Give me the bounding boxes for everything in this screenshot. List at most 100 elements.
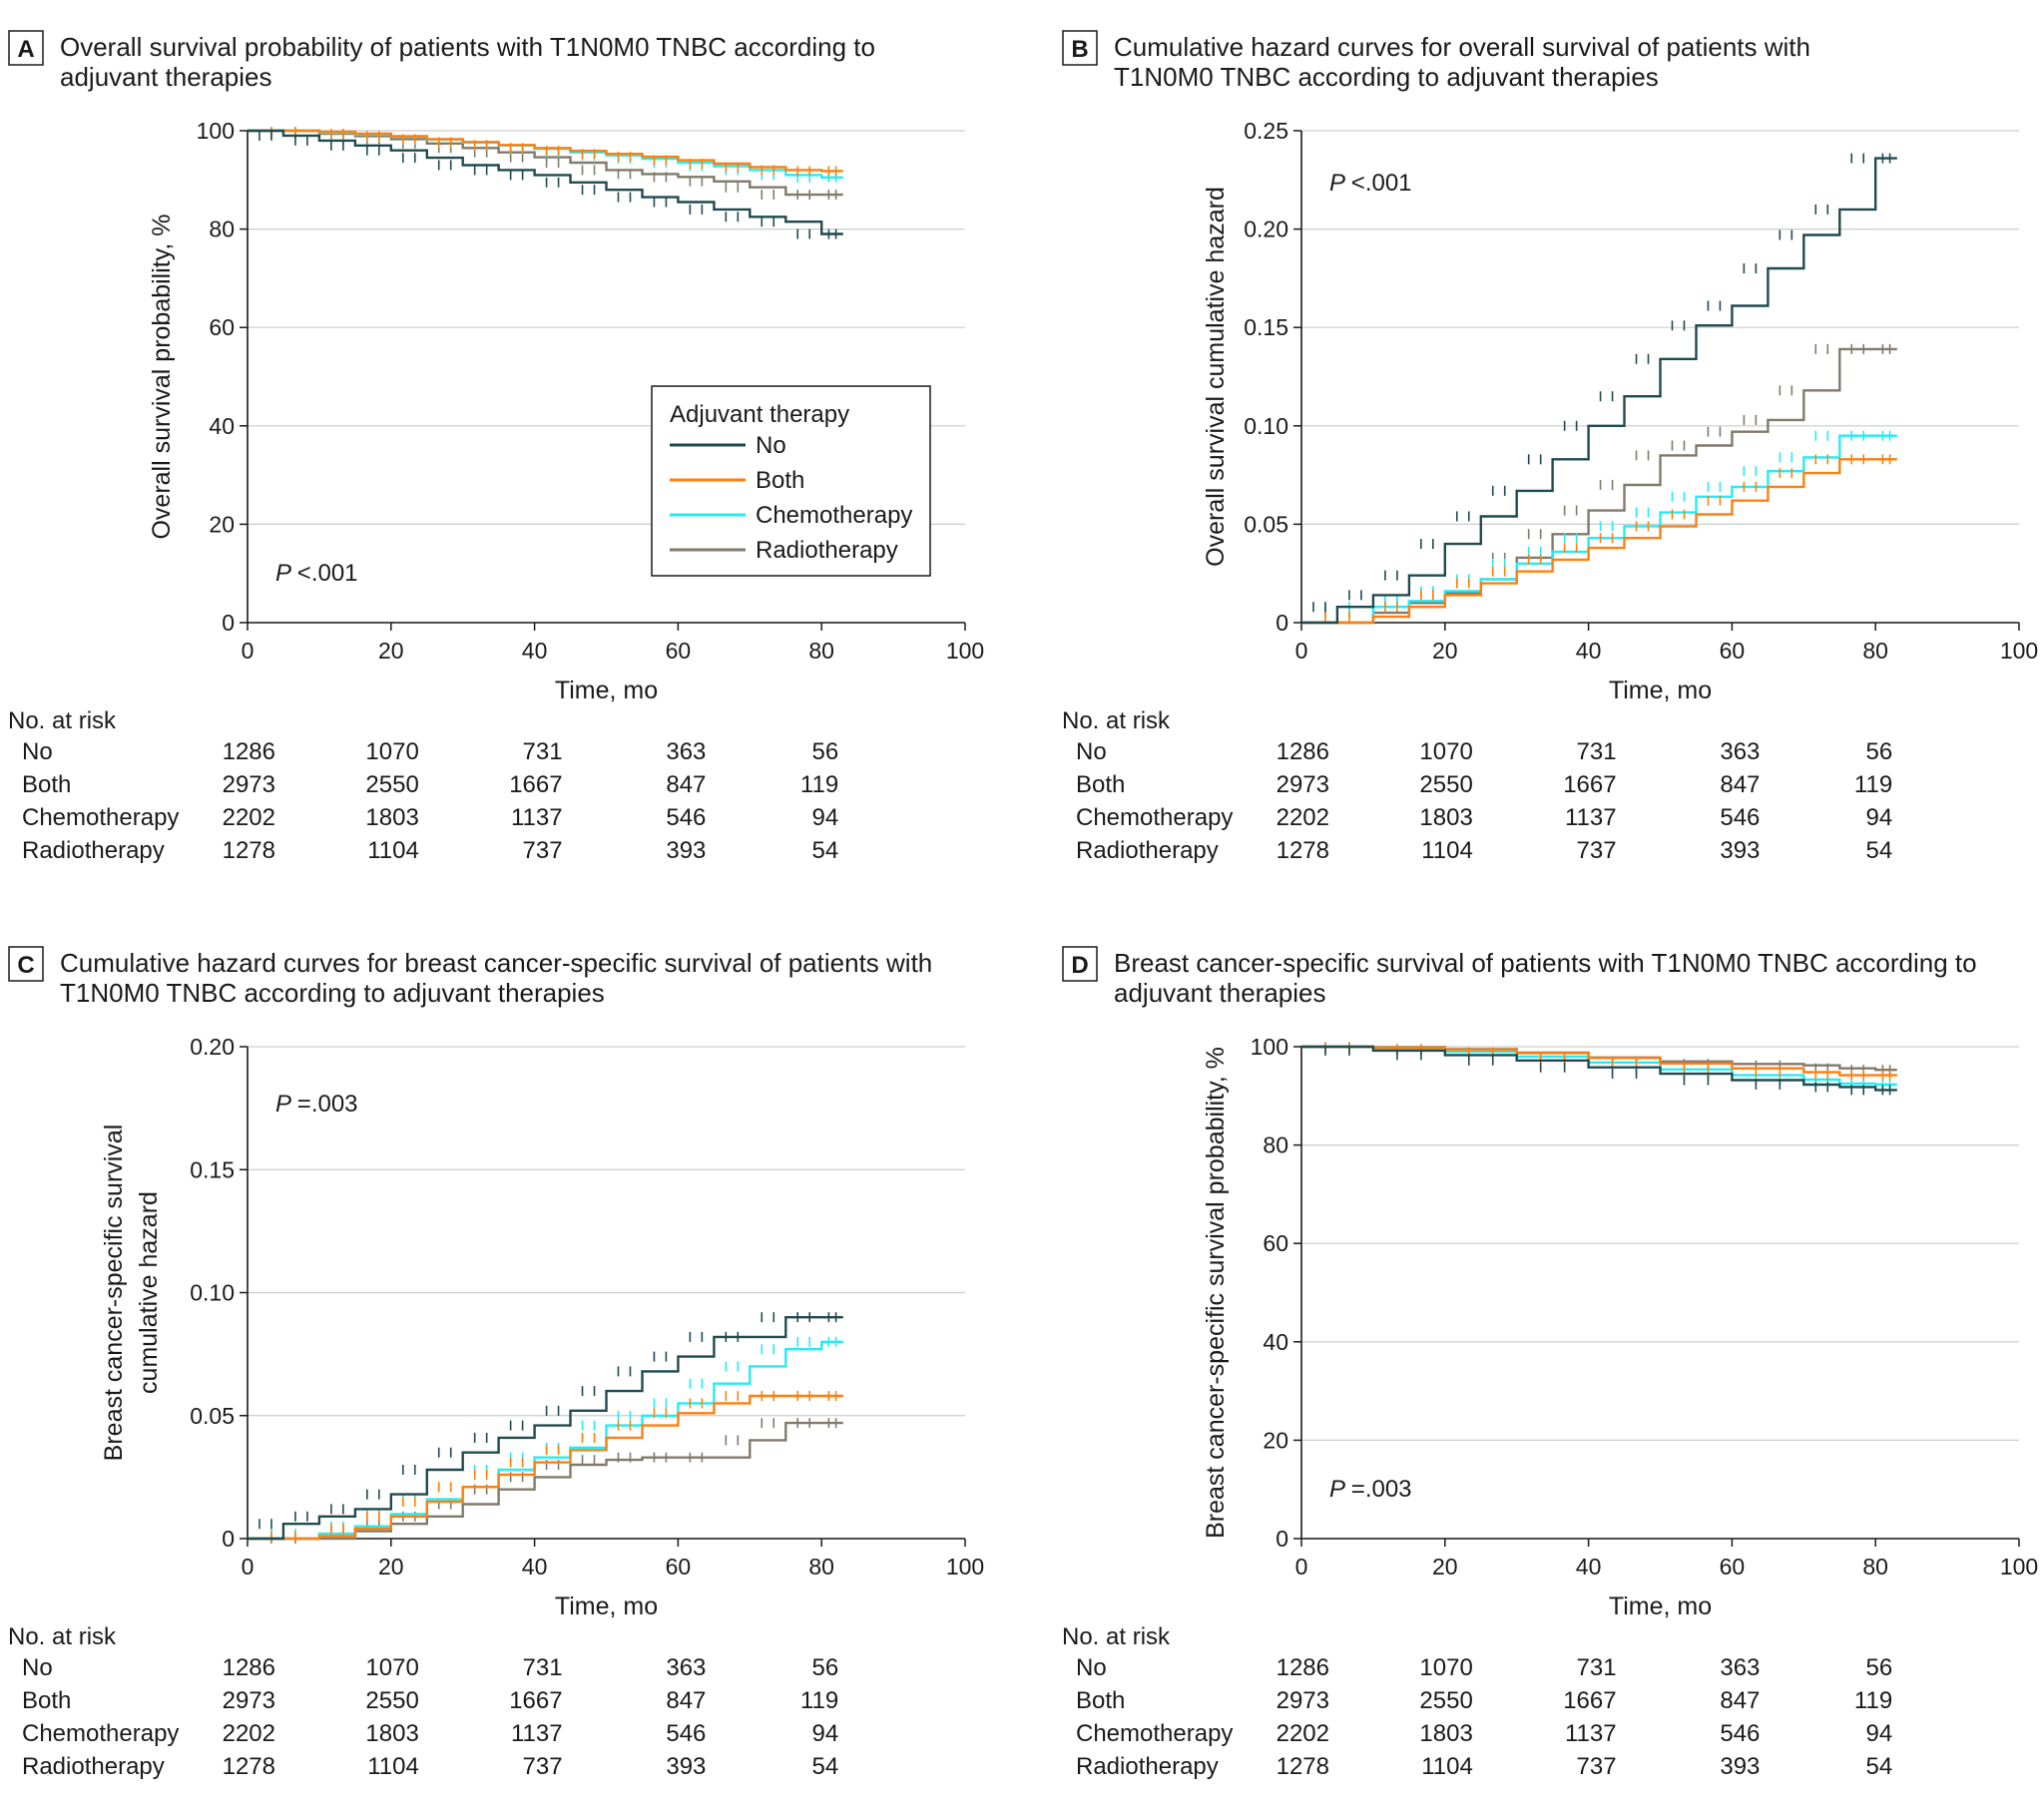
legend-title: Adjuvant therapy [670, 401, 849, 428]
panel-title-line: T1N0M0 TNBC according to adjuvant therap… [1114, 62, 1659, 92]
risk-row-label: Chemotherapy [22, 1720, 179, 1747]
p-label: P [275, 1091, 297, 1118]
risk-cell: 546 [1720, 804, 1760, 831]
risk-cell: 731 [1577, 1654, 1617, 1681]
y-tick-label: 0.25 [1244, 118, 1288, 144]
risk-cell: 94 [1865, 804, 1892, 831]
risk-cell: 363 [1720, 1654, 1760, 1681]
series-line-both [248, 1394, 843, 1541]
risk-cell: 393 [666, 1753, 706, 1780]
risk-cell: 1278 [1277, 1753, 1329, 1780]
x-axis-label: Time, mo [555, 1592, 658, 1620]
censor-marks-both [1324, 454, 1891, 623]
risk-cell: 1286 [223, 738, 275, 765]
risk-row-label: Both [1076, 771, 1125, 798]
p-value-annotation: P =.003 [275, 1091, 358, 1118]
risk-cell: 1667 [509, 771, 562, 798]
risk-cell: 2202 [1277, 1720, 1329, 1747]
x-tick-label: 60 [1720, 1554, 1746, 1580]
panel-c: C Cumulative hazard curves for breast can… [8, 946, 984, 1780]
series-line-no [248, 129, 843, 235]
risk-cell: 363 [666, 1654, 706, 1681]
risk-table-title: No. at risk [8, 707, 117, 734]
p-label: P [1329, 170, 1351, 197]
risk-cell: 1667 [509, 1687, 562, 1714]
risk-cell: 56 [1865, 738, 1892, 765]
panel-letter: A [17, 36, 34, 63]
p-value-annotation: P <.001 [1329, 170, 1412, 197]
risk-table-title: No. at risk [1062, 1623, 1171, 1650]
risk-cell: 1286 [1277, 1654, 1329, 1681]
risk-cell: 737 [1577, 1753, 1617, 1780]
legend-item-label: No [756, 432, 786, 459]
y-tick-label: 0.15 [1244, 314, 1288, 340]
y-tick-label: 0.05 [1244, 511, 1288, 537]
risk-cell: 737 [1577, 837, 1617, 864]
y-tick-label: 0 [1276, 610, 1288, 636]
risk-cell: 847 [666, 1687, 706, 1714]
series-line-both [1301, 458, 1897, 625]
y-tick-label: 60 [209, 314, 235, 340]
risk-cell: 2202 [223, 1720, 275, 1747]
y-tick-label: 0 [222, 1526, 235, 1552]
risk-cell: 2973 [1277, 1687, 1329, 1714]
risk-row-label: Radiotherapy [22, 1753, 165, 1780]
risk-cell: 1104 [367, 837, 419, 864]
series-line-radiotherapy [1301, 347, 1897, 625]
x-tick-label: 0 [1295, 1554, 1308, 1580]
risk-cell: 1803 [1419, 804, 1472, 831]
y-axis-label: Overall survival probability, % [148, 214, 176, 539]
risk-cell: 731 [523, 1654, 563, 1681]
risk-cell: 1278 [223, 1753, 275, 1780]
risk-table: No. at risk No 1286 1070 731 363 56 Both 2973 255… [8, 1623, 838, 1780]
y-tick-label: 0.20 [190, 1034, 235, 1060]
legend: Adjuvant therapy No Both Chemotherapy Radiot… [651, 385, 931, 577]
risk-table: No. at risk No 1286 1070 731 363 56 Both 2973 255… [1062, 707, 1892, 864]
legend-item-label: Chemotherapy [756, 502, 912, 529]
x-axis-label: Time, mo [1609, 677, 1712, 704]
y-tick-label: 0 [222, 610, 235, 636]
risk-cell: 1803 [365, 1720, 418, 1747]
risk-row-label: Both [1076, 1687, 1125, 1714]
p-value: =.003 [297, 1091, 358, 1118]
risk-table: No. at risk No 1286 1070 731 363 56 Both 2973 255… [1062, 1623, 1892, 1780]
risk-row-label: Radiotherapy [1076, 1753, 1219, 1780]
risk-cell: 393 [1720, 1753, 1760, 1780]
risk-cell: 56 [1865, 1654, 1892, 1681]
risk-table-title: No. at risk [8, 1623, 117, 1650]
panel-d: D Breast cancer-specific survival of pati… [1062, 946, 2038, 1780]
p-label: P [275, 560, 297, 587]
p-value-annotation: P <.001 [275, 560, 358, 587]
x-tick-label: 60 [666, 1554, 692, 1580]
risk-cell: 1278 [1277, 837, 1329, 864]
y-tick-label: 60 [1263, 1230, 1288, 1256]
risk-cell: 1104 [367, 1753, 419, 1780]
legend-item-label: Both [756, 467, 804, 494]
x-tick-label: 100 [946, 1554, 984, 1580]
y-tick-label: 0.10 [190, 1280, 235, 1306]
series-line-radiotherapy [248, 1421, 843, 1541]
p-value-annotation: P =.003 [1329, 1476, 1412, 1503]
risk-cell: 2202 [1277, 804, 1329, 831]
risk-cell: 1286 [223, 1654, 275, 1681]
risk-cell: 1137 [1565, 1720, 1617, 1747]
x-tick-label: 60 [666, 638, 692, 664]
x-tick-label: 0 [242, 638, 255, 664]
risk-cell: 1137 [511, 804, 563, 831]
y-axis-label: Breast cancer-specific survival probabil… [1202, 1047, 1230, 1539]
risk-cell: 1137 [1565, 804, 1617, 831]
risk-row-label: Radiotherapy [1076, 837, 1219, 864]
p-value: <.001 [1351, 170, 1412, 197]
risk-cell: 1137 [511, 1720, 563, 1747]
risk-table-title: No. at risk [1062, 707, 1171, 734]
panel-letter-box [1062, 946, 1098, 982]
panel-letter: C [17, 952, 34, 979]
censor-marks-no [258, 1312, 837, 1530]
censor-marks-both [270, 1391, 837, 1542]
risk-cell: 2973 [1277, 771, 1329, 798]
x-tick-label: 80 [1862, 1554, 1888, 1580]
risk-row-label: No [22, 738, 53, 765]
risk-cell: 2202 [223, 804, 275, 831]
risk-cell: 1070 [365, 738, 418, 765]
